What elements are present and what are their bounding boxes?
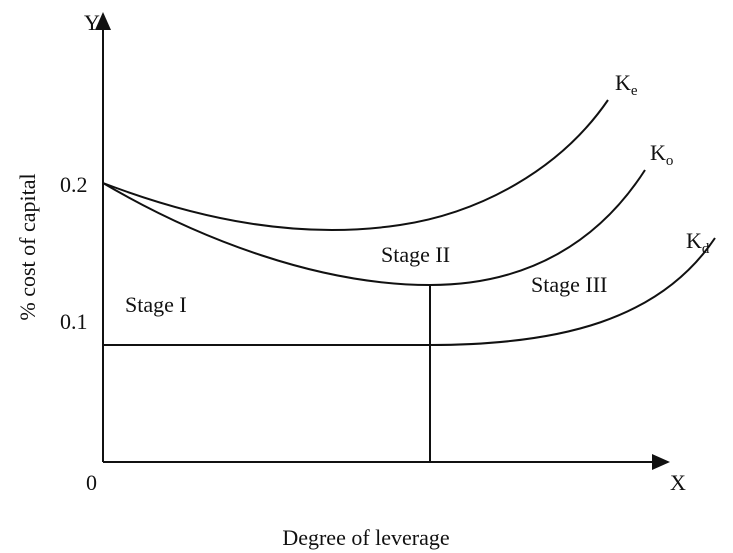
y-axis-label: Y [84,10,100,35]
ko-curve [102,169,646,287]
curve-label: Ke [615,70,638,99]
curve-label: Kd [686,228,710,257]
curve-label: Ko [650,140,673,169]
ke-curve [102,99,609,232]
stage-label: Stage III [531,272,607,297]
kd-curve [103,237,716,346]
origin-label: 0 [86,470,97,495]
stage-label: Stage I [125,292,187,317]
stage-label: Stage II [381,242,450,267]
x-axis-label: X [670,470,686,495]
x-title: Degree of leverage [282,525,449,550]
y-mark: 0.2 [60,172,88,197]
y-mark: 0.1 [60,309,88,334]
y-title: % cost of capital [15,173,40,320]
